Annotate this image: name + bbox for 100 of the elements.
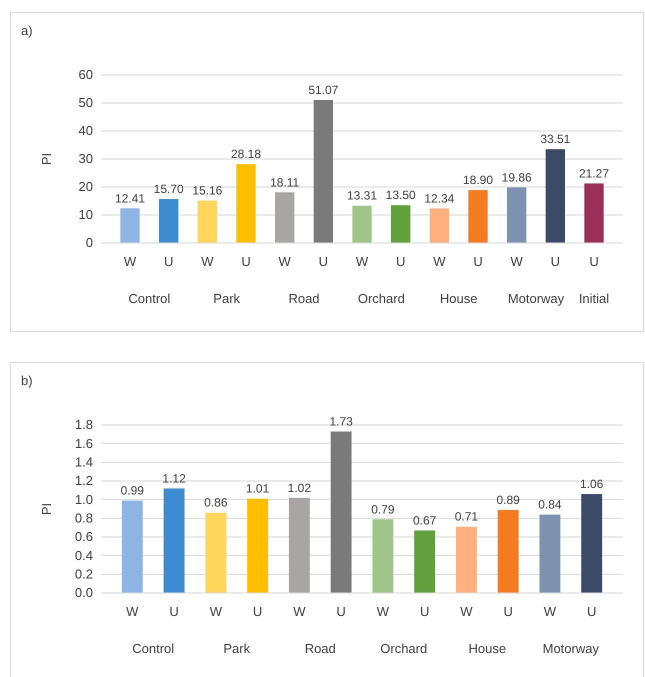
bar <box>330 432 352 593</box>
text: House <box>440 291 478 306</box>
bar <box>205 512 226 593</box>
data-label: 1.01 <box>246 482 270 496</box>
y-tick-label: 0 <box>86 235 93 250</box>
x-tick-label: U <box>318 254 328 270</box>
bar <box>546 149 565 243</box>
text: Initial <box>578 291 610 306</box>
x-tick-label: W <box>510 254 524 270</box>
bar <box>236 164 256 243</box>
data-label: 12.41 <box>114 191 146 206</box>
data-label: 1.12 <box>162 471 186 486</box>
text: Road <box>304 641 336 656</box>
y-axis-title: PI <box>39 152 54 166</box>
data-label: 0.86 <box>204 496 228 510</box>
text: Motorway <box>542 641 600 656</box>
x-tick-label: U <box>252 604 262 620</box>
x-tick-label: U <box>550 254 560 270</box>
x-tick-label: U <box>420 604 430 620</box>
text: Park <box>213 291 241 306</box>
x-tick-label: W <box>433 254 446 270</box>
bar <box>247 498 268 593</box>
x-tick-label: U <box>503 604 513 620</box>
data-label: 19.86 <box>502 170 532 184</box>
y-tick-label: 10 <box>78 207 93 222</box>
x-tick-label: W <box>126 604 140 620</box>
x-tick-label: U <box>589 254 599 270</box>
text: Orchard <box>380 641 428 656</box>
y-tick-label: 20 <box>78 179 93 194</box>
y-tick-label: 60 <box>78 67 93 82</box>
x-tick-label: W <box>278 254 292 270</box>
data-label: 1.02 <box>288 480 312 495</box>
data-label: 15.16 <box>192 184 223 198</box>
data-label: 18.11 <box>270 175 300 190</box>
data-label: 33.51 <box>540 132 571 146</box>
y-tick-label: 30 <box>78 151 93 166</box>
bar <box>498 510 519 593</box>
y-tick-label: 0.8 <box>74 510 93 526</box>
bar <box>352 206 372 243</box>
data-label: 0.71 <box>454 510 478 524</box>
bar <box>120 208 140 243</box>
y-tick-label: 40 <box>78 123 93 138</box>
bar <box>159 199 178 243</box>
text: Control <box>132 641 174 656</box>
y-tick-label: 0.2 <box>74 566 93 582</box>
bar <box>288 498 310 593</box>
data-label: 0.79 <box>371 502 395 516</box>
bar <box>584 183 604 243</box>
x-tick-label: W <box>356 254 369 270</box>
bar <box>391 205 410 243</box>
data-label: 0.89 <box>496 492 520 507</box>
bar <box>198 200 217 243</box>
data-label: 0.99 <box>120 484 144 498</box>
x-tick-label: U <box>586 604 596 620</box>
x-tick-label: W <box>376 604 390 620</box>
y-tick-label: 0.0 <box>74 585 93 600</box>
y-tick-label: 50 <box>78 95 93 110</box>
x-tick-label: W <box>201 254 214 270</box>
text: House <box>468 641 506 656</box>
data-label: 18.90 <box>462 173 494 188</box>
y-tick-label: 1.6 <box>74 436 93 451</box>
data-label: 15.70 <box>154 182 184 196</box>
bar <box>507 187 526 243</box>
y-axis-title: PI <box>39 502 54 516</box>
bar <box>581 494 602 593</box>
x-tick-label: U <box>396 254 406 270</box>
x-tick-label: U <box>241 254 251 270</box>
bar <box>372 519 394 593</box>
bar <box>430 208 449 243</box>
data-label: 13.31 <box>346 188 378 203</box>
text: Orchard <box>358 291 405 306</box>
chart-title: b) <box>21 373 33 388</box>
chart-title: a) <box>21 23 33 38</box>
text: Park <box>223 641 251 656</box>
bar <box>275 192 294 243</box>
x-tick-label: W <box>544 604 557 620</box>
bar <box>164 488 185 593</box>
x-tick-label: U <box>164 254 174 270</box>
data-label: 0.67 <box>412 513 437 528</box>
bar <box>456 526 477 593</box>
bar <box>122 500 143 593</box>
data-label: 12.34 <box>424 191 455 206</box>
data-label: 28.18 <box>230 147 262 162</box>
bar <box>468 190 488 243</box>
x-tick-label: U <box>336 604 346 620</box>
data-label: 13.50 <box>386 188 416 202</box>
data-label: 1.06 <box>580 477 604 492</box>
y-tick-label: 1.0 <box>74 492 93 507</box>
y-tick-label: 1.8 <box>74 417 93 432</box>
x-tick-label: U <box>169 604 179 620</box>
y-tick-label: 1.2 <box>74 473 93 488</box>
text: Motorway <box>508 291 565 306</box>
bar <box>314 100 333 243</box>
x-tick-label: U <box>473 254 483 270</box>
x-tick-label: W <box>293 604 306 620</box>
y-tick-label: 0.6 <box>74 529 93 544</box>
data-label: 1.73 <box>329 414 354 429</box>
y-tick-label: 1.4 <box>74 454 93 470</box>
text: Control <box>128 291 170 306</box>
x-tick-label: W <box>124 254 137 270</box>
